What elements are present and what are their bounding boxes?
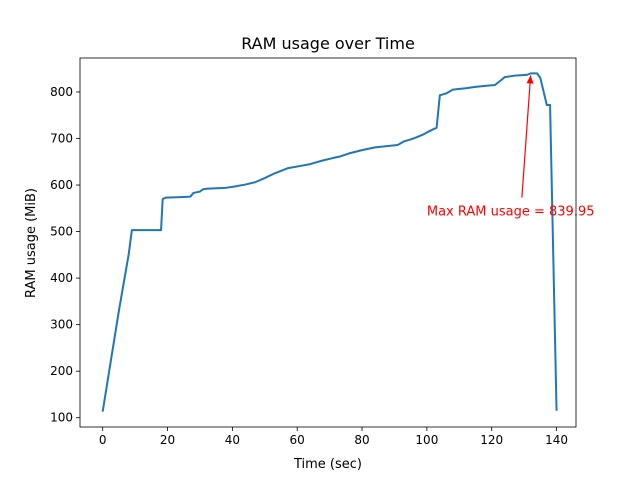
y-tick-label: 400 — [50, 271, 73, 285]
chart-title: RAM usage over Time — [241, 34, 415, 53]
x-tick-label: 0 — [99, 433, 107, 447]
series-layer — [101, 72, 558, 412]
y-tick-label: 800 — [50, 85, 73, 99]
y-tick-label: 100 — [50, 411, 73, 425]
plot-frame — [79, 57, 577, 428]
x-axis-label: Time (sec) — [293, 457, 362, 472]
y-tick-label: 700 — [50, 132, 73, 146]
y-tick-label: 300 — [50, 318, 73, 332]
y-tick-label: 600 — [50, 178, 73, 192]
x-axis-ticks: 0 20 40 60 80 100 120 140 — [99, 427, 568, 447]
y-tick-label: 200 — [50, 364, 73, 378]
x-tick-label: 140 — [545, 433, 568, 447]
annotation-arrow-head — [526, 75, 534, 84]
x-tick-label: 20 — [160, 433, 175, 447]
x-tick-label: 60 — [290, 433, 305, 447]
x-tick-label: 120 — [480, 433, 503, 447]
ram-usage-line — [101, 72, 558, 412]
x-tick-label: 100 — [415, 433, 438, 447]
y-axis-ticks: 100 200 300 400 500 600 700 800 — [50, 85, 80, 425]
annotation-layer: Max RAM usage = 839.95 — [427, 75, 595, 220]
max-ram-annotation: Max RAM usage = 839.95 — [427, 205, 595, 220]
x-tick-label: 80 — [354, 433, 369, 447]
y-tick-label: 500 — [50, 225, 73, 239]
y-axis-label: RAM usage (MiB) — [24, 188, 39, 298]
annotation-arrow-line — [521, 75, 532, 198]
x-tick-label: 40 — [225, 433, 240, 447]
